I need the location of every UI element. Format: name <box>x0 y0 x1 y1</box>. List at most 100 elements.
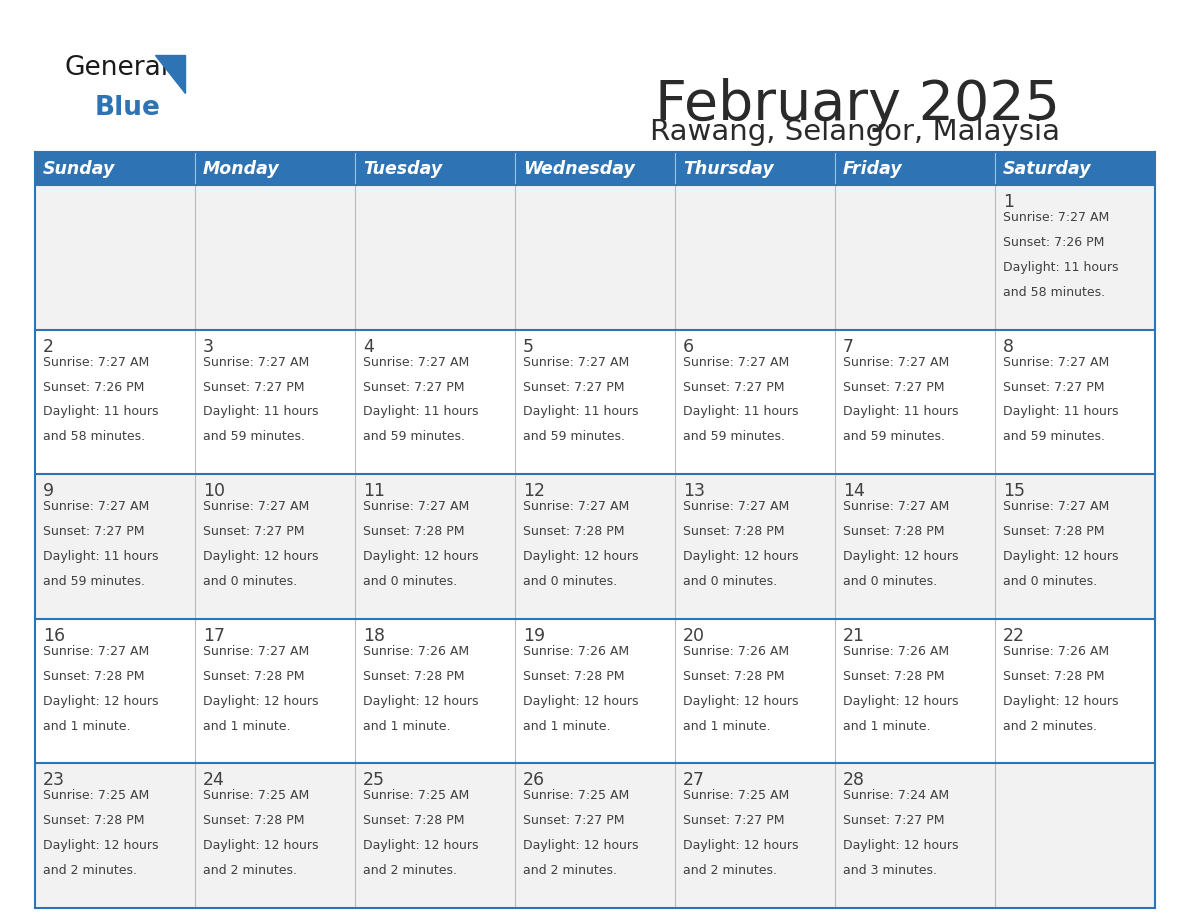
Text: and 0 minutes.: and 0 minutes. <box>364 575 457 588</box>
Text: 26: 26 <box>523 771 545 789</box>
Text: 2: 2 <box>43 338 53 355</box>
Text: 21: 21 <box>843 627 865 644</box>
Text: and 58 minutes.: and 58 minutes. <box>1003 285 1105 298</box>
Text: Sunset: 7:28 PM: Sunset: 7:28 PM <box>364 670 465 683</box>
Text: Daylight: 12 hours: Daylight: 12 hours <box>683 695 798 708</box>
Text: and 59 minutes.: and 59 minutes. <box>843 431 944 443</box>
Text: 22: 22 <box>1003 627 1025 644</box>
Text: Friday: Friday <box>843 160 903 177</box>
Text: Sunset: 7:28 PM: Sunset: 7:28 PM <box>203 670 304 683</box>
Text: and 0 minutes.: and 0 minutes. <box>523 575 617 588</box>
Text: February 2025: February 2025 <box>655 78 1060 132</box>
Text: and 2 minutes.: and 2 minutes. <box>203 864 297 878</box>
Text: and 2 minutes.: and 2 minutes. <box>364 864 457 878</box>
Text: 18: 18 <box>364 627 385 644</box>
Text: 27: 27 <box>683 771 704 789</box>
Bar <box>34 152 1155 185</box>
Text: Sunset: 7:27 PM: Sunset: 7:27 PM <box>683 381 784 394</box>
Text: Thursday: Thursday <box>683 160 773 177</box>
Text: Blue: Blue <box>95 95 160 121</box>
Bar <box>34 330 1155 475</box>
Text: Sunrise: 7:25 AM: Sunrise: 7:25 AM <box>203 789 309 802</box>
Text: 13: 13 <box>683 482 704 500</box>
Text: Daylight: 12 hours: Daylight: 12 hours <box>683 550 798 563</box>
Text: Sunset: 7:27 PM: Sunset: 7:27 PM <box>843 381 944 394</box>
Text: Sunset: 7:28 PM: Sunset: 7:28 PM <box>1003 670 1105 683</box>
Text: Sunset: 7:28 PM: Sunset: 7:28 PM <box>683 670 784 683</box>
Text: Sunrise: 7:27 AM: Sunrise: 7:27 AM <box>203 355 309 369</box>
Text: 16: 16 <box>43 627 65 644</box>
Bar <box>34 185 1155 330</box>
Text: Daylight: 12 hours: Daylight: 12 hours <box>843 550 959 563</box>
Text: 15: 15 <box>1003 482 1025 500</box>
Text: and 1 minute.: and 1 minute. <box>43 720 131 733</box>
Text: and 2 minutes.: and 2 minutes. <box>523 864 617 878</box>
Text: Daylight: 12 hours: Daylight: 12 hours <box>843 839 959 852</box>
Text: Daylight: 11 hours: Daylight: 11 hours <box>843 406 959 419</box>
Text: Daylight: 11 hours: Daylight: 11 hours <box>1003 261 1118 274</box>
Text: and 59 minutes.: and 59 minutes. <box>364 431 465 443</box>
Text: Daylight: 11 hours: Daylight: 11 hours <box>364 406 479 419</box>
Text: Daylight: 12 hours: Daylight: 12 hours <box>1003 550 1118 563</box>
Text: Sunset: 7:26 PM: Sunset: 7:26 PM <box>43 381 145 394</box>
Text: Daylight: 12 hours: Daylight: 12 hours <box>523 550 638 563</box>
Text: 19: 19 <box>523 627 545 644</box>
Text: Sunset: 7:28 PM: Sunset: 7:28 PM <box>364 525 465 538</box>
Text: Sunset: 7:27 PM: Sunset: 7:27 PM <box>364 381 465 394</box>
Text: and 59 minutes.: and 59 minutes. <box>203 431 305 443</box>
Text: Sunrise: 7:25 AM: Sunrise: 7:25 AM <box>683 789 789 802</box>
Text: Sunset: 7:27 PM: Sunset: 7:27 PM <box>683 814 784 827</box>
Text: 12: 12 <box>523 482 545 500</box>
Text: Daylight: 12 hours: Daylight: 12 hours <box>523 839 638 852</box>
Text: Daylight: 11 hours: Daylight: 11 hours <box>683 406 798 419</box>
Text: Sunrise: 7:27 AM: Sunrise: 7:27 AM <box>1003 211 1110 224</box>
Text: Sunday: Sunday <box>43 160 115 177</box>
Text: Sunrise: 7:27 AM: Sunrise: 7:27 AM <box>843 500 949 513</box>
Text: and 2 minutes.: and 2 minutes. <box>683 864 777 878</box>
Bar <box>34 764 1155 908</box>
Text: 28: 28 <box>843 771 865 789</box>
Text: Sunrise: 7:27 AM: Sunrise: 7:27 AM <box>843 355 949 369</box>
Text: and 0 minutes.: and 0 minutes. <box>203 575 297 588</box>
Text: 20: 20 <box>683 627 704 644</box>
Text: Sunrise: 7:27 AM: Sunrise: 7:27 AM <box>364 500 469 513</box>
Text: Sunset: 7:27 PM: Sunset: 7:27 PM <box>203 381 304 394</box>
Text: Sunrise: 7:27 AM: Sunrise: 7:27 AM <box>1003 500 1110 513</box>
Text: Daylight: 12 hours: Daylight: 12 hours <box>364 839 479 852</box>
Text: Sunset: 7:27 PM: Sunset: 7:27 PM <box>523 381 625 394</box>
Text: General: General <box>65 55 169 81</box>
Text: Sunrise: 7:25 AM: Sunrise: 7:25 AM <box>43 789 150 802</box>
Text: 5: 5 <box>523 338 533 355</box>
Text: Sunrise: 7:27 AM: Sunrise: 7:27 AM <box>203 644 309 658</box>
Text: Daylight: 11 hours: Daylight: 11 hours <box>203 406 318 419</box>
Text: Daylight: 11 hours: Daylight: 11 hours <box>43 550 158 563</box>
Text: 8: 8 <box>1003 338 1015 355</box>
Text: Sunrise: 7:27 AM: Sunrise: 7:27 AM <box>1003 355 1110 369</box>
Text: Sunrise: 7:25 AM: Sunrise: 7:25 AM <box>364 789 469 802</box>
Text: 14: 14 <box>843 482 865 500</box>
Text: and 59 minutes.: and 59 minutes. <box>683 431 785 443</box>
Text: and 0 minutes.: and 0 minutes. <box>843 575 937 588</box>
Text: 4: 4 <box>364 338 374 355</box>
Text: Sunrise: 7:27 AM: Sunrise: 7:27 AM <box>43 644 150 658</box>
Text: 1: 1 <box>1003 193 1015 211</box>
Text: 11: 11 <box>364 482 385 500</box>
Text: and 58 minutes.: and 58 minutes. <box>43 431 145 443</box>
Text: and 3 minutes.: and 3 minutes. <box>843 864 937 878</box>
Text: and 2 minutes.: and 2 minutes. <box>1003 720 1097 733</box>
Polygon shape <box>154 55 185 93</box>
Bar <box>34 619 1155 764</box>
Text: Sunset: 7:27 PM: Sunset: 7:27 PM <box>43 525 145 538</box>
Text: Daylight: 12 hours: Daylight: 12 hours <box>1003 695 1118 708</box>
Text: 9: 9 <box>43 482 55 500</box>
Text: 10: 10 <box>203 482 225 500</box>
Text: Sunrise: 7:27 AM: Sunrise: 7:27 AM <box>43 500 150 513</box>
Text: Sunset: 7:28 PM: Sunset: 7:28 PM <box>523 525 625 538</box>
Text: Sunset: 7:28 PM: Sunset: 7:28 PM <box>843 670 944 683</box>
Text: and 0 minutes.: and 0 minutes. <box>683 575 777 588</box>
Text: Sunrise: 7:25 AM: Sunrise: 7:25 AM <box>523 789 630 802</box>
Text: and 2 minutes.: and 2 minutes. <box>43 864 137 878</box>
Text: Daylight: 12 hours: Daylight: 12 hours <box>523 695 638 708</box>
Bar <box>34 475 1155 619</box>
Text: Wednesday: Wednesday <box>523 160 634 177</box>
